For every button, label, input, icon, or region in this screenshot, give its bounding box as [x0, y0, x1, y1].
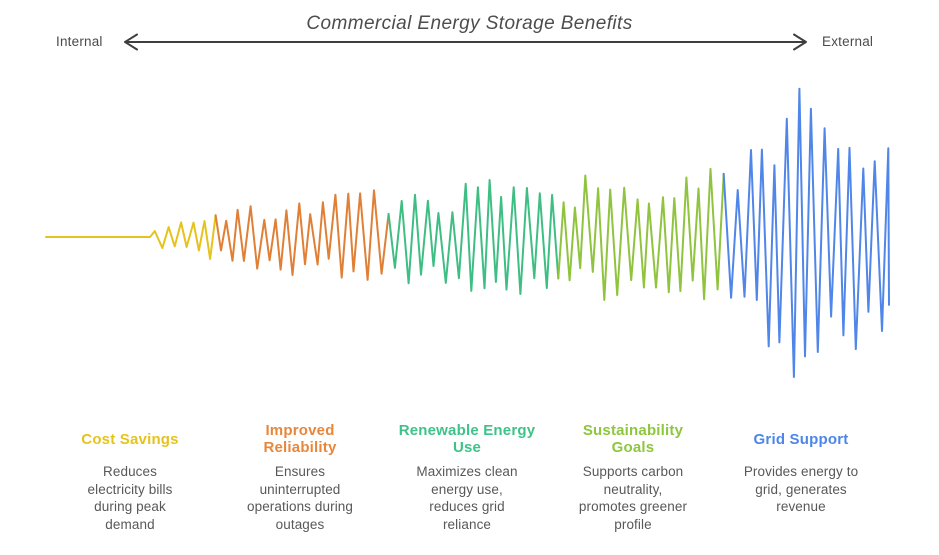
- waveform-group: [45, 87, 890, 378]
- benefit-description: Supports carbon neutrality, promotes gre…: [578, 464, 688, 532]
- arrow-right-head-icon: [793, 33, 807, 51]
- waveform-segment-sustainability-goals: [557, 167, 725, 301]
- benefit-column-sustainability-goals: Sustainability Goals Supports carbon neu…: [553, 422, 713, 533]
- waveform-segment-renewable-energy-use: [387, 179, 560, 295]
- benefit-description: Reduces electricity bills during peak de…: [87, 464, 173, 532]
- benefit-column-renewable-energy-use: Renewable Energy Use Maximizes clean ene…: [387, 422, 547, 533]
- benefit-heading: Grid Support: [753, 430, 849, 448]
- benefit-description: Ensures uninterrupted operations during …: [246, 464, 354, 532]
- benefit-heading: Renewable Energy Use: [398, 422, 536, 456]
- spectrum-arrow: [124, 33, 807, 51]
- benefit-description: Provides energy to grid, generates reven…: [743, 464, 859, 514]
- benefit-description: Maximizes clean energy use, reduces grid…: [416, 464, 518, 532]
- benefit-heading: Improved Reliability: [263, 422, 337, 456]
- waveform-segment-improved-reliability: [214, 189, 390, 281]
- benefit-column-grid-support: Grid Support Provides energy to grid, ge…: [711, 422, 891, 516]
- waveform-segment-cost-savings: [45, 214, 217, 260]
- arrow-left-head-icon: [124, 33, 138, 51]
- benefit-column-improved-reliability: Improved Reliability Ensures uninterrupt…: [220, 422, 380, 533]
- benefit-heading: Cost Savings: [81, 430, 179, 448]
- page-title: Commercial Energy Storage Benefits: [306, 13, 633, 34]
- axis-label-external: External: [822, 34, 874, 49]
- axis-label-internal: Internal: [56, 34, 103, 49]
- benefit-column-cost-savings: Cost Savings Reduces electricity bills d…: [55, 422, 205, 533]
- waveform-segment-grid-support: [722, 87, 890, 378]
- benefit-heading: Sustainability Goals: [582, 422, 684, 456]
